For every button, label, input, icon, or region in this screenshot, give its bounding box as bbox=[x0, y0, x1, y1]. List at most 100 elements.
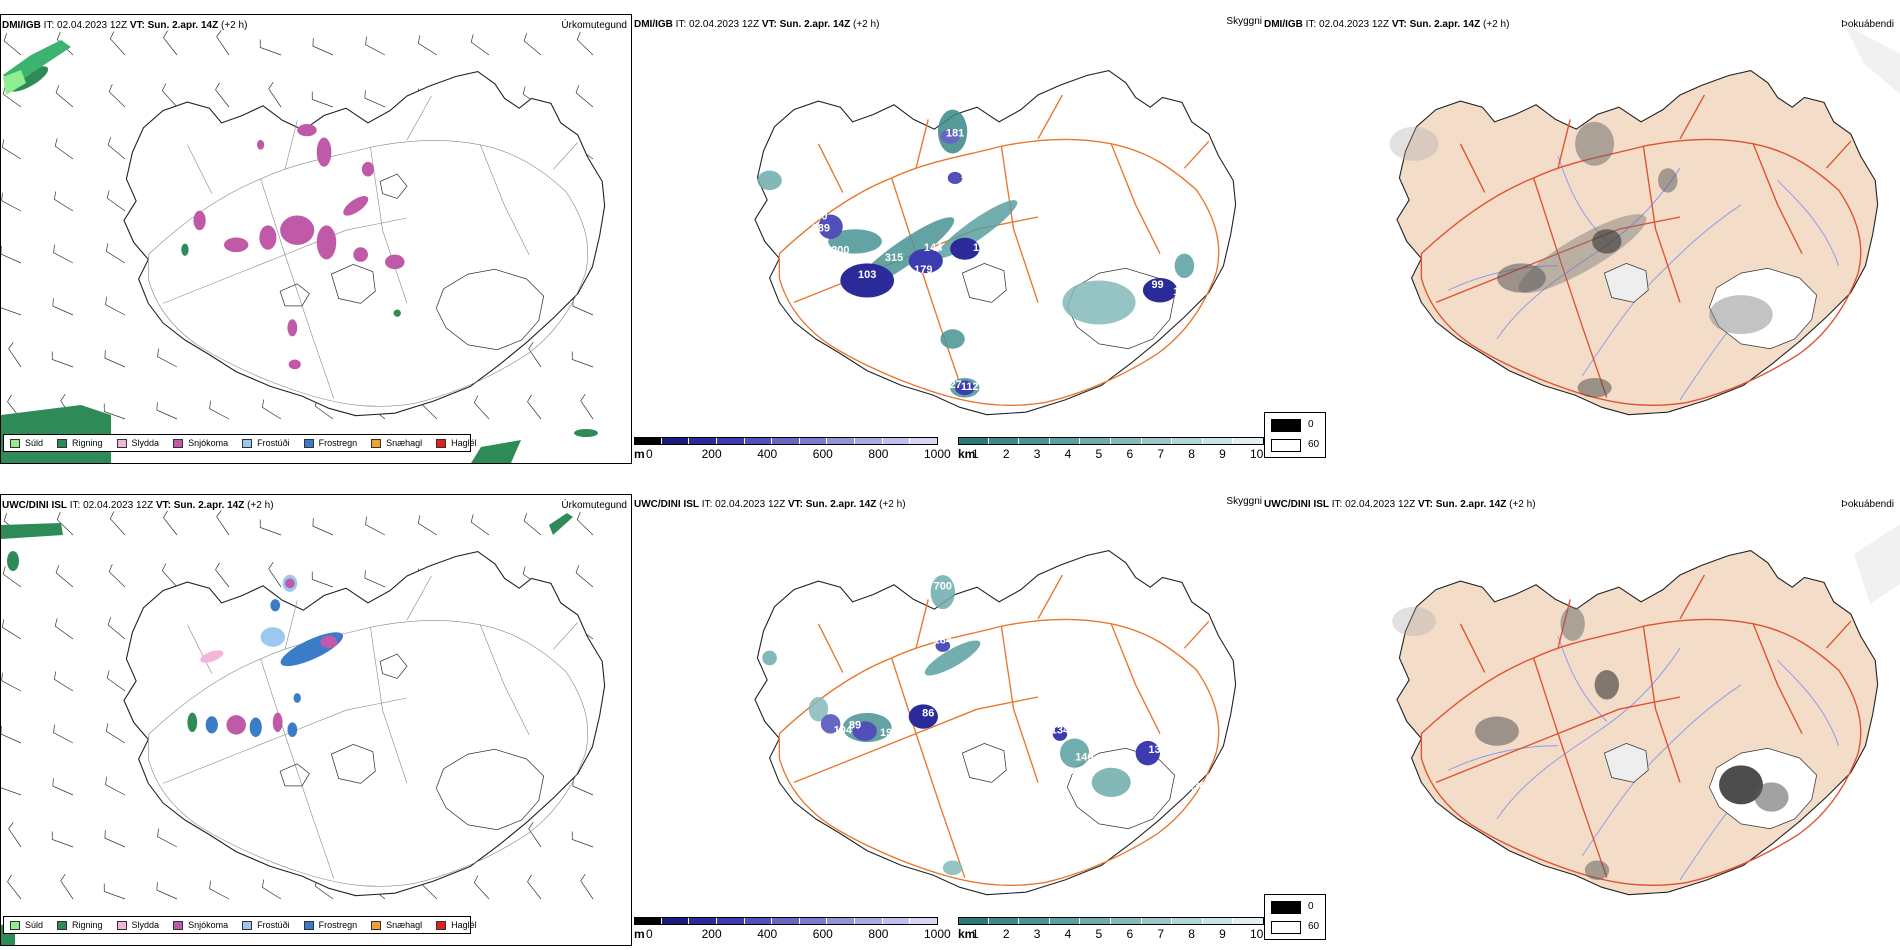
colorbar-segment bbox=[882, 917, 911, 925]
fog-header-bottom: UWC/DINI ISL IT: 02.04.2023 12Z VT: Sun.… bbox=[1264, 499, 1536, 511]
wind-barb bbox=[1, 192, 22, 212]
wind-barb bbox=[365, 516, 386, 536]
fog-panel-bottom: UWC/DINI ISL IT: 02.04.2023 12Z VT: Sun.… bbox=[1264, 494, 1900, 946]
wind-barbs bbox=[1, 29, 594, 420]
wind-barb bbox=[1, 307, 22, 316]
wind-barb bbox=[53, 671, 74, 692]
wind-barb bbox=[261, 399, 282, 420]
colorbar-segment bbox=[958, 437, 989, 445]
wind-barb bbox=[527, 394, 542, 420]
it-value: 02.04.2023 12Z bbox=[83, 500, 154, 511]
colorbar-tick-label: 7 bbox=[1157, 927, 1165, 941]
wind-barb bbox=[1, 787, 22, 796]
wind-barb bbox=[108, 564, 126, 588]
legend-label: Frostregn bbox=[318, 920, 358, 930]
legend-item: Frostúði bbox=[242, 438, 290, 448]
legend-swatch bbox=[57, 438, 68, 448]
colorbar-segment bbox=[634, 437, 662, 445]
legend-label: Rigning bbox=[72, 920, 103, 930]
legend-swatch bbox=[10, 920, 20, 930]
wind-barb bbox=[528, 341, 542, 368]
legend-item: Rigning bbox=[57, 438, 103, 448]
wind-barb bbox=[312, 518, 334, 536]
wind-barb bbox=[105, 243, 126, 264]
legend-swatch bbox=[371, 920, 382, 930]
visibility-value-label: 127 bbox=[943, 379, 961, 391]
wind-barb bbox=[2, 566, 22, 588]
model-name: DMI/IGB bbox=[2, 20, 41, 31]
legend-item: Snæhagl bbox=[371, 438, 422, 448]
colorbar-segment bbox=[1019, 437, 1050, 445]
wind-barb bbox=[106, 190, 126, 212]
colorbar-segment bbox=[799, 437, 828, 445]
visibility-value-label: 136 bbox=[961, 169, 979, 181]
fog-key-light bbox=[1271, 439, 1301, 452]
precip-areas bbox=[187, 574, 344, 738]
precip-panel-top: DMI/IGB IT: 02.04.2023 12Z VT: Sun. 2.ap… bbox=[0, 14, 632, 464]
legend-item: Slydda bbox=[116, 920, 159, 930]
wind-barb bbox=[527, 874, 542, 900]
wind-barb bbox=[1, 726, 22, 744]
offset: (+2 h) bbox=[879, 499, 906, 510]
fog-key-dark bbox=[1271, 901, 1301, 914]
colorbar-segment bbox=[1202, 917, 1234, 925]
vt-value: Sun. 2.apr. 14Z bbox=[173, 500, 245, 511]
legend-item: Rigning bbox=[57, 920, 103, 930]
it-value: 02.04.2023 12Z bbox=[1319, 19, 1390, 30]
vt-label: VT: bbox=[1417, 499, 1433, 510]
wind-barb bbox=[259, 519, 282, 536]
colorbar-segment bbox=[827, 917, 856, 925]
legend-swatch bbox=[116, 438, 127, 448]
fog-title: Þokuábendi bbox=[1841, 499, 1894, 510]
colorbar-tick-label: 400 bbox=[757, 927, 778, 941]
colorbar-tick-label: 3 bbox=[1033, 447, 1041, 461]
wind-barb bbox=[470, 34, 490, 56]
wind-barb bbox=[55, 85, 74, 108]
colorbar-unit: km bbox=[958, 927, 976, 941]
colorbar-segment bbox=[1049, 917, 1081, 925]
model-name: DMI/IGB bbox=[1264, 19, 1303, 30]
colorbar-segment bbox=[799, 917, 828, 925]
wind-barb bbox=[575, 85, 594, 108]
wind-barb bbox=[473, 395, 490, 420]
vt-label: VT: bbox=[155, 500, 171, 511]
offset: (+2 h) bbox=[853, 19, 880, 30]
legend-item: Frostregn bbox=[303, 438, 357, 448]
it-label: IT: bbox=[43, 20, 55, 31]
wind-barb bbox=[417, 35, 438, 56]
wind-barb bbox=[157, 348, 178, 368]
fog-header-top: DMI/IGB IT: 02.04.2023 12Z VT: Sun. 2.ap… bbox=[1264, 19, 1509, 31]
wind-barb bbox=[52, 778, 74, 796]
colorbar-segment bbox=[772, 917, 800, 925]
model-name: DMI/IGB bbox=[634, 19, 673, 30]
wind-barb bbox=[580, 393, 594, 420]
colorbar-tick-label: 800 bbox=[868, 447, 889, 461]
wind-barb bbox=[52, 298, 74, 316]
visibility-value-label: 181 bbox=[946, 127, 964, 139]
wind-barb bbox=[576, 512, 594, 536]
wind-barb bbox=[106, 670, 126, 692]
wind-barb bbox=[7, 874, 22, 900]
fog-key-min: 0 bbox=[1308, 901, 1314, 912]
colorbar-segment bbox=[1202, 437, 1234, 445]
wind-barb bbox=[580, 873, 594, 900]
legend-item: Haglél bbox=[436, 438, 477, 448]
wind-barb bbox=[268, 561, 282, 588]
wind-barb bbox=[51, 831, 74, 848]
cloud-header-bottom: UWC/DINI ISL IT: 02.04.2023 12Z VT: Sun.… bbox=[634, 499, 906, 511]
precip-panel-bottom: UWC/DINI ISL IT: 02.04.2023 12Z VT: Sun.… bbox=[0, 494, 632, 946]
visibility-value-label: 143 bbox=[1065, 766, 1083, 778]
visibility-value-label: 189 bbox=[812, 223, 830, 235]
colorbar-segment bbox=[1172, 437, 1203, 445]
wind-barb bbox=[572, 778, 594, 796]
offset: (+2 h) bbox=[1509, 499, 1536, 510]
colorbar-segment bbox=[1111, 437, 1142, 445]
wind-barb bbox=[55, 565, 74, 588]
colorbar-segment bbox=[1172, 917, 1203, 925]
cloud-title: Skyggni bbox=[1226, 496, 1262, 507]
colorbar-segment bbox=[716, 437, 745, 445]
colorbar-tick-label: 600 bbox=[812, 447, 833, 461]
legend-swatch bbox=[242, 438, 253, 448]
colorbar-tick-label: 5 bbox=[1095, 927, 1103, 941]
